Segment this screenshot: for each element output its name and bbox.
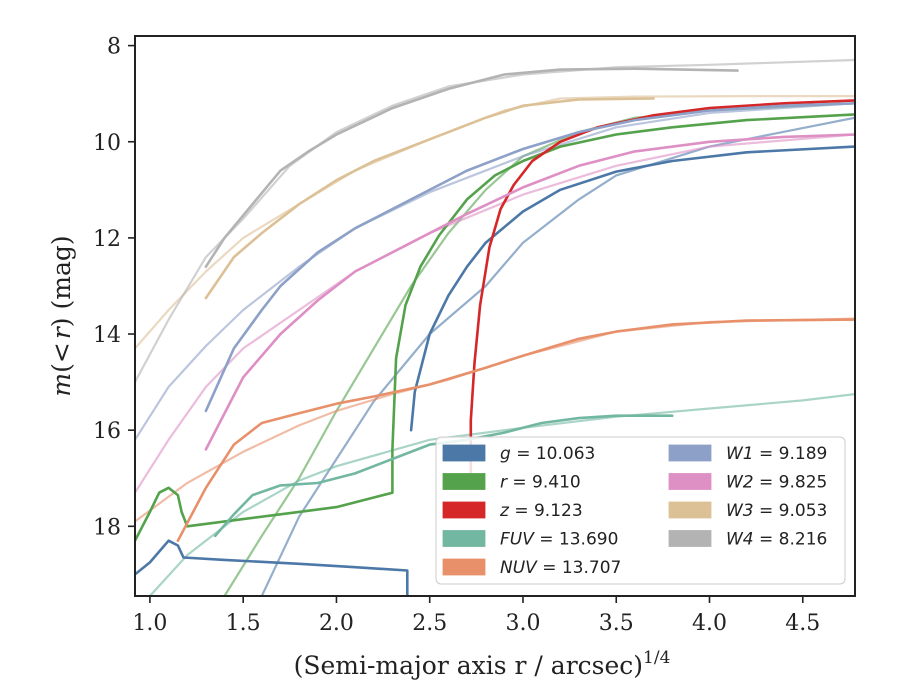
series-r-faint-line — [223, 102, 855, 596]
series-nuv-line — [176, 318, 855, 542]
legend-label-z: z = 9.123 — [499, 501, 583, 521]
legend-swatch-r — [442, 473, 486, 490]
x-tick-label: 4.0 — [692, 611, 727, 636]
legend-label-w1: W1 = 9.189 — [726, 444, 827, 464]
x-tick-label: 2.5 — [412, 611, 447, 636]
legend: g = 10.063 r = 9.410 z = 9.123 FUV = 13.690… — [435, 436, 846, 585]
y-axis-label: m(<r) (mag) — [47, 235, 76, 396]
legend-swatch-nuv — [442, 558, 486, 576]
series-r-line — [135, 113, 855, 542]
legend-swatch-w3 — [668, 501, 712, 519]
series-g-line — [409, 145, 855, 432]
plot-frame — [134, 35, 856, 597]
legend-label-nuv: NUV = 13.707 — [500, 558, 621, 578]
legend-entries: g = 10.063 r = 9.410 z = 9.123 FUV = 13.690… — [442, 444, 827, 578]
x-tick-label: 3.5 — [599, 611, 634, 636]
series-w1-faint-line — [135, 102, 855, 441]
series-w3-line — [204, 97, 655, 300]
series-w4-faint-line — [135, 58, 855, 384]
legend-label-fuv: FUV = 13.690 — [500, 530, 618, 550]
legend-label-r: r = 9.410 — [500, 473, 581, 493]
x-tick-label: 1.5 — [226, 611, 261, 636]
x-axis-label: (Semi-major axis r / arcsec)1/4 — [294, 648, 671, 680]
legend-swatch-w4 — [668, 530, 712, 547]
legend-label-g: g = 10.063 — [500, 444, 595, 464]
y-tick-label: 10 — [93, 131, 121, 156]
legend-swatch-fuv — [442, 530, 486, 547]
series-fuv-line — [213, 414, 674, 538]
legend-label-w3: W3 = 9.053 — [726, 501, 827, 521]
y-tick-label: 16 — [93, 419, 121, 444]
y-tick-label: 14 — [93, 323, 121, 348]
y-tick-label: 8 — [107, 35, 121, 60]
y-axis-ticks: 8 10 12 14 16 18 — [93, 35, 135, 540]
legend-label-w2: W2 = 9.825 — [726, 473, 827, 493]
series-w1-line — [204, 102, 855, 413]
legend-frame — [435, 436, 846, 585]
x-tick-label: 4.5 — [785, 611, 820, 636]
legend-swatch-g — [442, 444, 486, 462]
legend-swatch-w2 — [668, 473, 712, 490]
series-w4-line — [204, 67, 739, 268]
series-curves — [135, 67, 855, 596]
series-g-line — [135, 539, 409, 596]
legend-swatch-z — [442, 501, 486, 519]
legend-label-w4: W4 = 8.216 — [726, 530, 827, 550]
x-tick-label: 3.0 — [505, 611, 540, 636]
legend-swatch-w1 — [668, 444, 712, 462]
x-tick-label: 1.0 — [132, 611, 167, 636]
series-z-line — [469, 99, 855, 475]
x-axis-ticks: 1.0 1.5 2.0 2.5 3.0 3.5 4.0 4.5 — [132, 596, 820, 636]
y-tick-label: 12 — [93, 227, 121, 252]
x-tick-label: 2.0 — [319, 611, 354, 636]
y-tick-label: 18 — [93, 515, 121, 540]
series-w2-line — [204, 133, 855, 451]
